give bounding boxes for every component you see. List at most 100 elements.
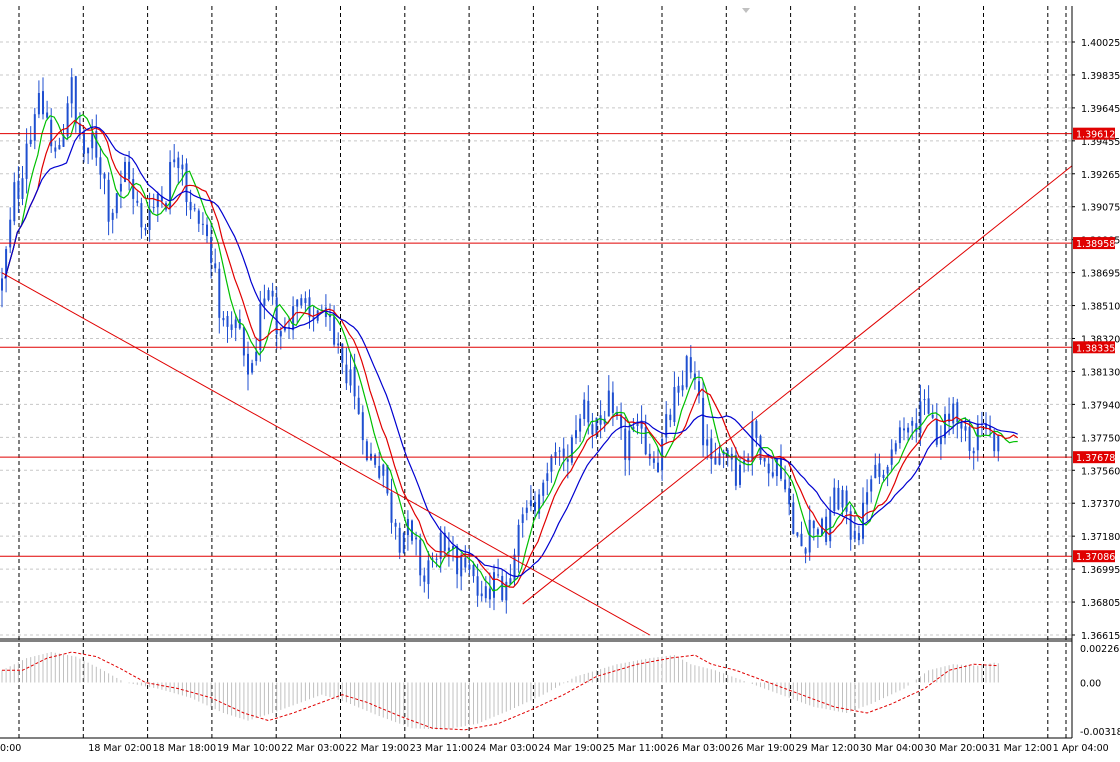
candle-body: [616, 412, 618, 416]
grid-layer: [0, 6, 1072, 738]
candle-body: [124, 161, 126, 183]
candle-body: [923, 399, 926, 401]
candle-body: [595, 417, 598, 434]
candle-body: [706, 439, 709, 446]
candle-body: [197, 210, 200, 224]
candle-body: [460, 555, 463, 577]
candle-body: [439, 532, 442, 559]
candle-body: [632, 426, 635, 430]
candle-body: [58, 145, 61, 150]
time-tick-label: 31 Mar 12:00: [989, 743, 1052, 754]
moving-average-layer: [4, 113, 1019, 592]
candle-body: [538, 494, 541, 514]
candle-body: [456, 546, 459, 575]
candle-body: [443, 532, 446, 551]
level-label: 1.39612: [1076, 130, 1115, 141]
time-tick-label: 24 Mar 19:00: [538, 743, 601, 754]
candle-body: [70, 77, 73, 104]
candle-body: [423, 575, 426, 582]
candle-body: [365, 441, 368, 460]
candle-body: [948, 413, 951, 422]
candle-body: [841, 489, 844, 508]
time-tick-label: 25 Mar 11:00: [603, 743, 666, 754]
candle-body: [915, 423, 918, 432]
candle-body: [607, 390, 610, 417]
candle-body: [206, 224, 208, 237]
candle-body: [525, 507, 528, 513]
price-tick-label: 1.40025: [1081, 38, 1120, 49]
candle-body: [50, 119, 53, 147]
price-tick-label: 1.36615: [1081, 631, 1120, 642]
candle-body: [378, 465, 381, 478]
oscillator-tick-label: 0.002265: [1080, 644, 1120, 655]
candle-body: [652, 458, 655, 463]
candle-body: [74, 76, 77, 124]
candle-body: [919, 401, 922, 433]
candle-body: [550, 456, 553, 472]
candle-body: [144, 227, 147, 231]
candle-body: [640, 420, 643, 429]
time-tick-label: 30 Mar 04:00: [860, 743, 923, 754]
candle-body: [497, 574, 500, 576]
candle-body: [132, 179, 135, 199]
candle-body: [849, 511, 852, 540]
candle-body: [275, 297, 278, 335]
candle-body: [517, 524, 520, 557]
candle-body: [259, 303, 262, 351]
candle-body: [91, 132, 94, 149]
scroll-marker-icon: [742, 8, 750, 13]
price-tick-label: 1.37370: [1081, 499, 1120, 510]
candle-body: [611, 392, 614, 413]
candle-body: [33, 114, 36, 141]
oscillator-tick-label: 0.00: [1080, 679, 1101, 690]
candle-body: [894, 443, 897, 452]
candle-body: [927, 398, 930, 414]
candle-body: [976, 423, 979, 451]
candle-body: [829, 510, 832, 542]
candle-body: [509, 578, 512, 585]
candle-body: [845, 490, 848, 512]
level-label-bg: [1073, 451, 1115, 464]
price-tick-label: 1.36995: [1081, 565, 1120, 576]
time-tick-label: 22 Mar 03:00: [281, 743, 344, 754]
signal-line: [2, 651, 999, 731]
candle-body: [99, 157, 102, 175]
candle-body: [952, 403, 955, 424]
candle-body: [169, 162, 172, 209]
candle-body: [464, 557, 467, 568]
candle-body: [214, 263, 217, 269]
candle-body: [816, 529, 819, 535]
candle-body: [66, 103, 69, 137]
candle-body: [911, 420, 914, 426]
candle-body: [5, 249, 8, 278]
candle-body: [9, 219, 12, 248]
level-label-bg: [1073, 127, 1115, 140]
trend-line: [1, 272, 651, 636]
level-label: 1.38958: [1076, 239, 1115, 250]
candle-body: [386, 465, 389, 494]
candle-body: [989, 426, 992, 431]
time-tick-label: 29 Mar 12:00: [796, 743, 859, 754]
candle-body: [333, 316, 336, 345]
candle-body: [648, 453, 651, 459]
candle-body: [230, 324, 233, 330]
candle-body: [480, 593, 483, 597]
candle-body: [238, 318, 241, 329]
candle-body: [374, 454, 377, 465]
candle-body: [140, 203, 143, 228]
level-label: 1.37678: [1076, 453, 1115, 464]
candle-body: [1, 278, 3, 291]
price-tick-label: 1.38130: [1081, 367, 1120, 378]
candle-body: [800, 533, 803, 547]
moving-average-slow: [4, 126, 1018, 578]
candle-body: [357, 397, 360, 414]
candle-body: [734, 455, 737, 486]
candle-body: [447, 547, 450, 551]
candle-body: [271, 290, 274, 297]
moving-average-mid: [4, 119, 1019, 588]
oscillator-tick-label: -0.003182: [1080, 727, 1120, 738]
candle-body: [300, 298, 303, 306]
